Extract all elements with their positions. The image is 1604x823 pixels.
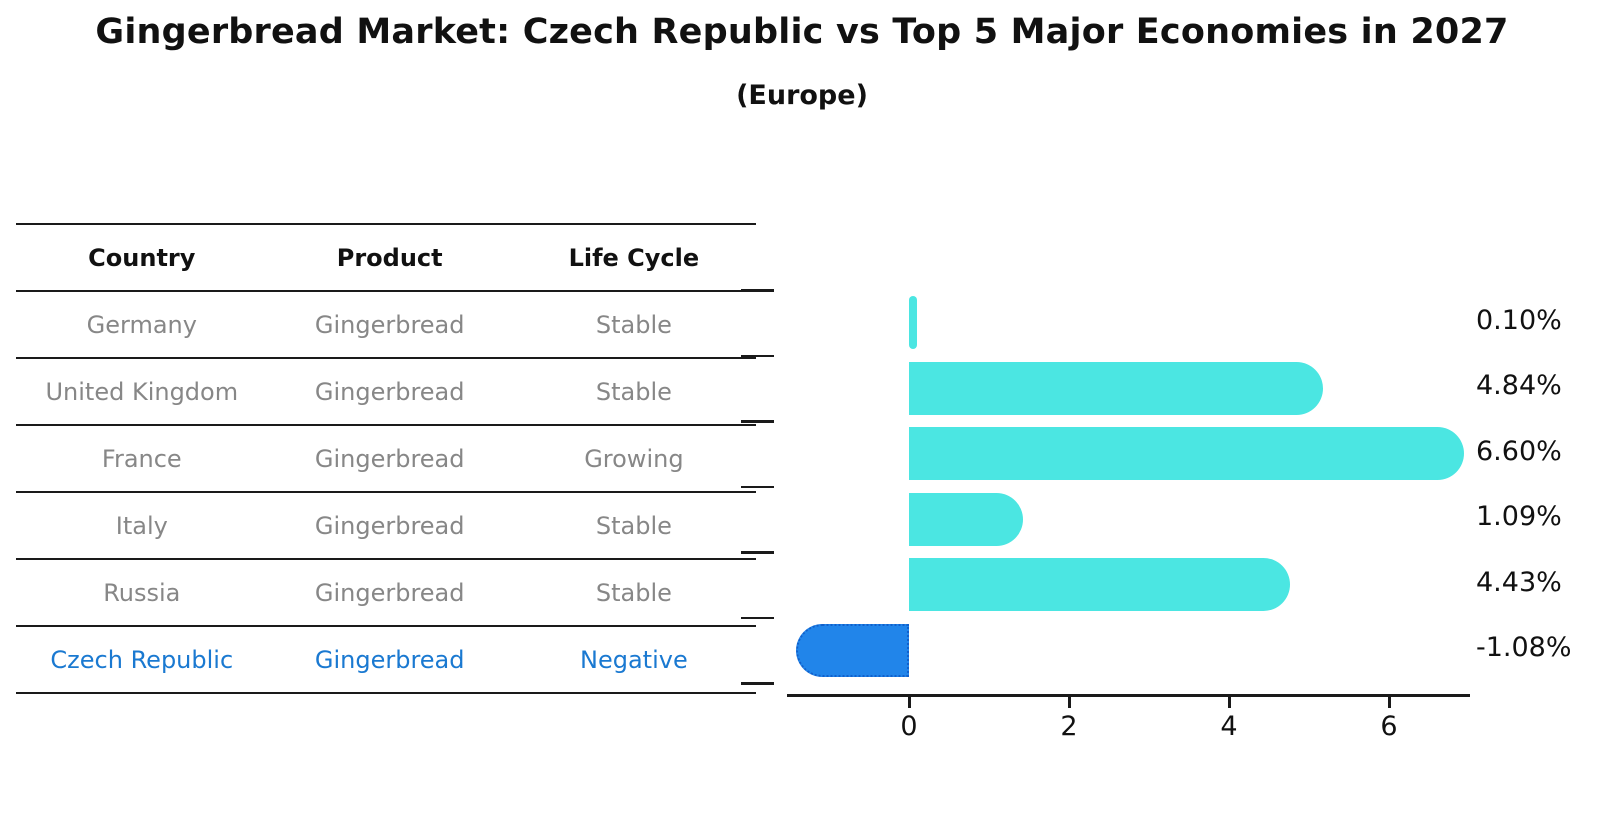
cell-product: Gingerbread	[314, 444, 465, 473]
x-axis-line	[787, 694, 1470, 697]
x-axis-tick-label: 6	[1380, 711, 1398, 742]
y-axis-tick	[741, 420, 774, 423]
cell-life-cycle: Stable	[595, 310, 672, 339]
bar-germany	[909, 296, 917, 350]
cell-life-cycle: Stable	[595, 377, 672, 406]
bar-value-label: 6.60%	[1476, 435, 1562, 467]
bar-value-label: 4.43%	[1476, 566, 1562, 598]
bar-italy	[909, 492, 1023, 546]
cell-product: Gingerbread	[314, 578, 465, 607]
cell-product: Gingerbread	[314, 310, 465, 339]
y-axis-tick	[741, 616, 774, 619]
column-header-life-cycle: Life Cycle	[568, 243, 700, 272]
table-row-czech-republic: Czech Republic Gingerbread Negative	[16, 627, 756, 694]
y-axis-tick	[741, 485, 774, 488]
cell-life-cycle: Stable	[595, 578, 672, 607]
chart-subtitle: (Europe)	[736, 80, 868, 111]
table-row: Russia Gingerbread Stable	[16, 560, 756, 627]
table-row: Germany Gingerbread Stable	[16, 292, 756, 359]
bar-value-label: 4.84%	[1476, 370, 1562, 402]
country-table: Country Product Life Cycle Germany Ginge…	[16, 223, 756, 694]
bar-united-kingdom	[909, 361, 1323, 415]
bar-value-label: 0.10%	[1476, 304, 1562, 336]
cell-country: Russia	[103, 578, 181, 607]
cell-life-cycle: Growing	[584, 444, 684, 473]
cell-country: Italy	[115, 511, 168, 540]
cell-country: France	[101, 444, 182, 473]
y-axis-tick	[741, 551, 774, 554]
x-axis-tick-label: 2	[1060, 711, 1078, 742]
bar-france	[909, 427, 1464, 481]
cell-life-cycle: Stable	[595, 511, 672, 540]
x-axis-tick-label: 0	[900, 711, 918, 742]
table-header-row: Country Product Life Cycle	[16, 225, 756, 292]
chart-title: Gingerbread Market: Czech Republic vs To…	[95, 12, 1509, 52]
cell-country: Czech Republic	[50, 645, 234, 674]
y-axis-tick	[741, 354, 774, 357]
cell-product: Gingerbread	[314, 377, 465, 406]
bar-value-label: -1.08%	[1476, 632, 1572, 664]
y-axis-tick	[741, 289, 774, 292]
column-header-country: Country	[88, 243, 196, 272]
x-axis-tick-label: 4	[1220, 711, 1238, 742]
table-row: United Kingdom Gingerbread Stable	[16, 359, 756, 426]
table-row: France Gingerbread Growing	[16, 426, 756, 493]
x-axis-tick	[1227, 697, 1231, 708]
cell-country: Germany	[86, 310, 197, 339]
cell-country: United Kingdom	[45, 377, 239, 406]
bar-value-label: 1.09%	[1476, 501, 1562, 533]
table-row: Italy Gingerbread Stable	[16, 493, 756, 560]
cell-product: Gingerbread	[314, 511, 465, 540]
cell-life-cycle: Negative	[580, 645, 688, 674]
column-header-product: Product	[336, 243, 443, 272]
x-axis-tick	[907, 697, 911, 708]
bar-czech-republic	[796, 623, 909, 677]
cell-product: Gingerbread	[314, 645, 465, 674]
x-axis-tick	[1387, 697, 1391, 708]
bar-russia	[909, 558, 1290, 612]
y-axis-tick	[741, 682, 774, 685]
x-axis-tick	[1067, 697, 1071, 708]
